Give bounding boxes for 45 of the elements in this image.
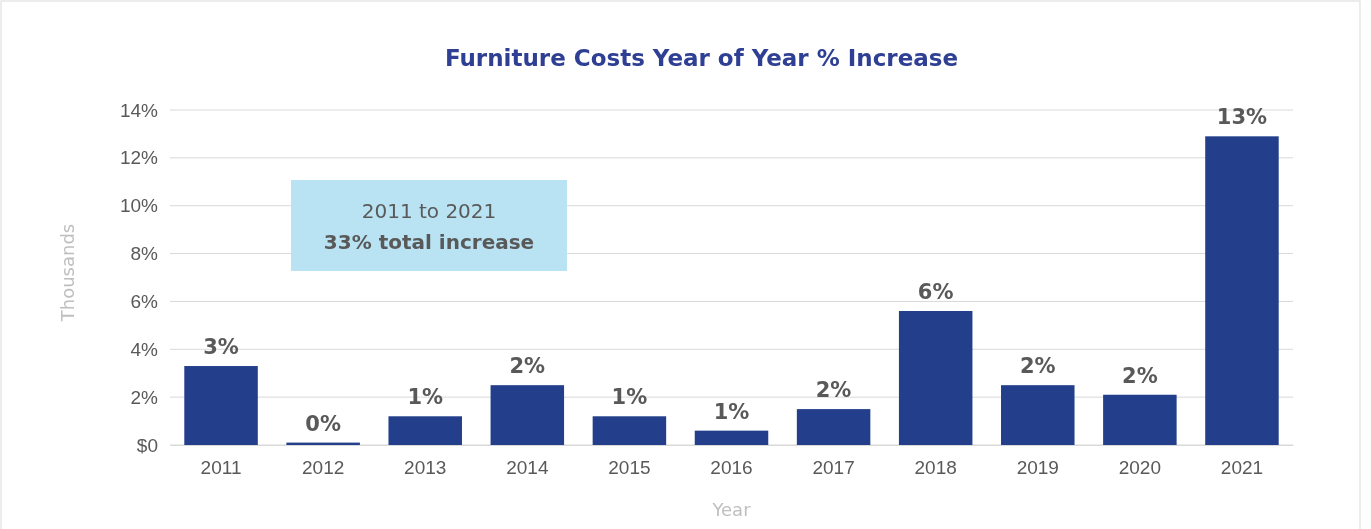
- annotation: 2011 to 2021: [361, 199, 497, 223]
- data-label: 1%: [611, 385, 648, 410]
- x-tick-label: 2013: [404, 457, 447, 479]
- y-tick-label: 6%: [130, 291, 159, 313]
- x-tick-label: 2021: [1220, 457, 1264, 479]
- bar: [898, 311, 973, 445]
- bar: [388, 416, 462, 445]
- data-label: 0%: [305, 411, 341, 436]
- bar: [796, 409, 871, 445]
- data-label: 1%: [407, 385, 444, 410]
- bar: [1001, 385, 1075, 445]
- bar: [490, 385, 565, 445]
- bar: [592, 416, 667, 445]
- x-tick-label: 2018: [914, 457, 957, 479]
- data-label: 2%: [509, 354, 546, 379]
- y-tick-label: 2%: [130, 386, 159, 408]
- data-label: 2%: [1122, 363, 1158, 388]
- y-tick-label: 4%: [130, 338, 159, 360]
- y-tick-label: $0: [136, 434, 158, 456]
- bar: [694, 430, 769, 445]
- x-tick-label: 2012: [302, 457, 345, 479]
- data-label: 2%: [815, 378, 852, 403]
- chart-title: Furniture Costs Year of Year % Increase: [444, 45, 959, 71]
- y-tick-label: 14%: [119, 99, 159, 121]
- data-label: 6%: [917, 280, 954, 304]
- data-label: 13%: [1216, 105, 1268, 130]
- y-tick-label: 8%: [130, 243, 159, 265]
- data-label: 2%: [1019, 354, 1056, 379]
- x-tick-label: 2016: [710, 457, 753, 479]
- x-tick-label: 2014: [506, 457, 549, 479]
- bar: [1205, 136, 1279, 445]
- x-tick-label: 2015: [608, 457, 651, 479]
- y-tick-label: 12%: [119, 147, 159, 169]
- x-tick-label: 2020: [1118, 457, 1161, 479]
- x-tick-label: 2019: [1016, 457, 1059, 479]
- bar: [1103, 394, 1177, 445]
- data-label: 1%: [713, 399, 750, 424]
- annotation: 33% total increase: [323, 230, 535, 254]
- x-tick-label: 2011: [200, 457, 242, 479]
- x-tick-label: 2017: [812, 457, 855, 479]
- y-axis-title: Thousands: [57, 223, 78, 323]
- y-tick-label: 10%: [119, 195, 159, 217]
- data-label: 3%: [203, 335, 239, 360]
- x-axis-title: Year: [711, 499, 752, 520]
- bar: [184, 366, 258, 445]
